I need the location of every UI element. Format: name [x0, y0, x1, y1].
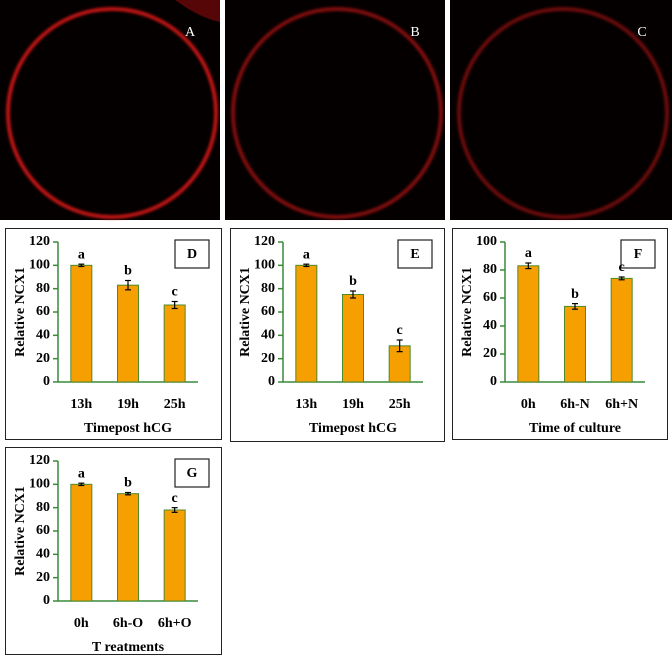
y-tick-label: 120 — [29, 234, 50, 249]
error-bar — [125, 279, 131, 291]
error-bar — [171, 300, 178, 310]
y-tick-label: 60 — [261, 304, 275, 319]
significance-letter: a — [303, 247, 310, 262]
adjacent-cell — [175, 0, 220, 22]
bar — [163, 509, 186, 602]
y-tick-label: 40 — [36, 328, 50, 343]
x-tick-label: 19h — [117, 397, 139, 412]
y-tick-label: 100 — [29, 477, 50, 492]
x-tick-label: 6h-N — [560, 397, 590, 412]
bar — [70, 264, 93, 383]
x-tick-label: 0h — [521, 397, 536, 412]
bar — [163, 304, 186, 383]
significance-letter: c — [172, 285, 178, 300]
y-tick-label: 100 — [254, 258, 275, 273]
x-tick-label: 19h — [342, 397, 364, 412]
y-tick-label: 20 — [261, 351, 275, 366]
significance-letter: c — [619, 260, 625, 275]
y-axis-label: Relative NCX1 — [460, 267, 475, 357]
error-bar — [78, 263, 85, 268]
y-tick-label: 120 — [29, 453, 50, 468]
panel-letter-box — [397, 239, 433, 269]
y-tick-label: 60 — [36, 304, 50, 319]
significance-letter: a — [525, 246, 532, 261]
y-tick-label: 20 — [36, 351, 50, 366]
significance-letter: c — [172, 491, 178, 506]
bar — [342, 294, 364, 383]
bar — [295, 264, 318, 383]
y-tick-label: 0 — [43, 374, 50, 389]
y-tick-label: 80 — [261, 281, 275, 296]
significance-letter: a — [78, 247, 85, 262]
bar — [117, 493, 139, 602]
x-tick-label: 13h — [70, 397, 92, 412]
x-tick-label: 0h — [74, 616, 89, 631]
y-tick-label: 40 — [261, 328, 275, 343]
y-axis-label: Relative NCX1 — [238, 267, 253, 357]
significance-letter: b — [124, 264, 132, 279]
x-tick-label: 6h+N — [605, 397, 638, 412]
error-bar — [78, 482, 85, 487]
error-bar — [350, 290, 356, 299]
significance-letter: b — [124, 476, 132, 491]
panel-letter: G — [187, 466, 198, 481]
panel-label: B — [410, 25, 419, 40]
x-tick-label: 6h-O — [113, 616, 143, 631]
x-axis-label: Timepost hCG — [84, 421, 172, 436]
x-tick-label: 6h+O — [158, 616, 192, 631]
y-tick-label: 60 — [36, 523, 50, 538]
y-tick-label: 20 — [36, 570, 50, 585]
panel-letter: E — [410, 247, 419, 262]
error-bar — [618, 276, 625, 281]
bar — [610, 277, 633, 383]
panel-label: A — [185, 25, 196, 40]
y-tick-label: 60 — [483, 290, 497, 305]
bar — [70, 483, 93, 602]
x-axis-label: Time of culture — [529, 421, 621, 436]
x-axis-label: T reatments — [92, 640, 165, 655]
y-tick-label: 80 — [36, 500, 50, 515]
significance-letter: a — [78, 466, 85, 481]
x-tick-label: 13h — [295, 397, 317, 412]
x-tick-label: 25h — [389, 397, 411, 412]
bar — [517, 265, 540, 383]
y-tick-label: 80 — [36, 281, 50, 296]
y-tick-label: 20 — [483, 346, 497, 361]
error-bar — [396, 339, 403, 353]
panel-label: C — [637, 25, 646, 40]
oocyte-membrane — [231, 7, 443, 219]
error-bar — [303, 263, 310, 268]
y-tick-label: 0 — [268, 374, 275, 389]
panel-letter: D — [187, 247, 197, 262]
y-tick-label: 40 — [36, 547, 50, 562]
y-tick-label: 100 — [476, 234, 497, 249]
panel-letter: F — [634, 247, 643, 262]
error-bar — [525, 262, 532, 270]
x-tick-label: 25h — [164, 397, 186, 412]
bar — [117, 284, 139, 383]
y-tick-label: 120 — [254, 234, 275, 249]
y-tick-label: 80 — [483, 262, 497, 277]
error-bar — [171, 507, 178, 513]
y-axis-label: Relative NCX1 — [13, 267, 28, 357]
y-tick-label: 40 — [483, 318, 497, 333]
error-bar — [572, 303, 578, 310]
y-axis-label: Relative NCX1 — [13, 486, 28, 576]
oocyte-membrane — [457, 7, 669, 219]
panel-letter-box — [620, 239, 656, 269]
significance-letter: c — [397, 323, 403, 338]
significance-letter: b — [349, 274, 357, 289]
error-bar — [125, 491, 131, 496]
x-axis-label: Timepost hCG — [309, 421, 397, 436]
oocyte-membrane — [6, 7, 218, 219]
panel-letter-box — [174, 458, 210, 488]
panel-letter-box — [174, 239, 210, 269]
y-tick-label: 0 — [490, 374, 497, 389]
significance-letter: b — [571, 287, 579, 302]
y-tick-label: 100 — [29, 258, 50, 273]
bar — [564, 305, 586, 383]
y-tick-label: 0 — [43, 593, 50, 608]
